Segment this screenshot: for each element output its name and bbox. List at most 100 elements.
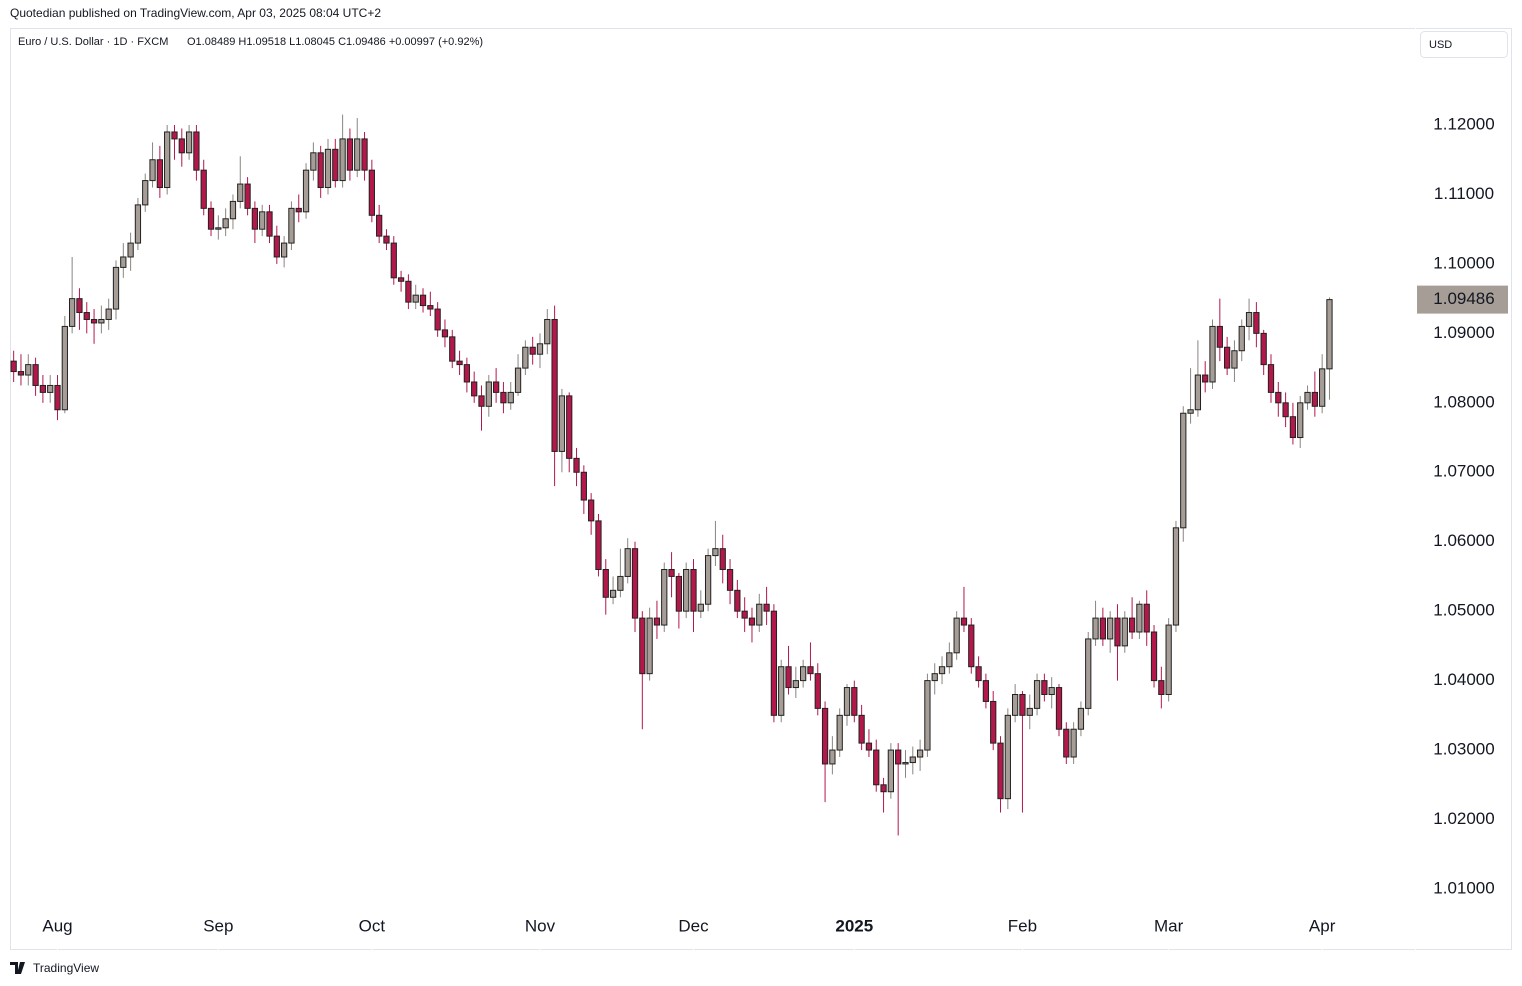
x-tick-label: 2025	[835, 916, 873, 935]
candle-body	[1275, 391, 1282, 404]
candle-body	[1121, 617, 1128, 647]
candle-body	[1128, 617, 1136, 633]
candle-body	[376, 214, 383, 237]
candle-body	[302, 169, 310, 213]
candle-body	[1099, 617, 1106, 640]
candle-body	[829, 749, 836, 765]
candle-body	[909, 756, 916, 764]
candle-body	[580, 471, 587, 501]
y-tick-label: 1.01000	[1433, 878, 1494, 897]
candle-body	[1077, 707, 1085, 730]
currency[interactable]: USD	[1429, 39, 1452, 51]
candle-body	[54, 384, 61, 411]
candle-body	[865, 742, 873, 751]
chart-title: Euro / U.S. Dollar · 1D · FXCM	[18, 36, 168, 48]
candle-body	[83, 312, 90, 320]
candle-body	[1026, 707, 1033, 716]
candle-body	[1216, 325, 1223, 348]
candle-body	[697, 603, 704, 612]
candle-body	[1019, 693, 1026, 716]
candle-body	[112, 266, 120, 310]
candle-body	[690, 568, 697, 612]
candle-body	[661, 568, 668, 626]
y-tick-label: 1.07000	[1433, 462, 1494, 481]
candle-body	[419, 294, 427, 307]
candle-body	[558, 395, 566, 452]
ohlc-legend: O1.08489 H1.09518 L1.08045 C1.09486 +0.0…	[187, 36, 483, 48]
y-tick-label: 1.08000	[1433, 392, 1494, 411]
candle-body	[843, 687, 851, 716]
candle-body	[931, 673, 938, 682]
candle-body	[814, 673, 821, 709]
candle-body	[222, 218, 229, 229]
candle-body	[156, 159, 163, 189]
candle-body	[134, 204, 142, 244]
candle-body	[17, 371, 25, 376]
x-tick-label: Aug	[42, 916, 72, 935]
candle-body	[178, 138, 185, 154]
candle-body	[968, 624, 975, 668]
candle-body	[1209, 325, 1216, 383]
candle-body	[397, 277, 405, 282]
candle-body	[295, 207, 302, 213]
candle-body	[748, 617, 756, 626]
candle-body	[946, 652, 953, 668]
candle-body	[1033, 680, 1041, 709]
candle-body	[1063, 728, 1070, 758]
candle-body	[1092, 617, 1099, 640]
candle-body	[478, 395, 485, 407]
last-price-label: 1.09486	[1433, 289, 1494, 308]
candle-body	[10, 360, 17, 373]
candle-body	[1143, 603, 1150, 633]
candle-body	[529, 346, 536, 355]
candle-body	[609, 589, 617, 598]
candle-body	[997, 742, 1004, 800]
x-tick-label: Oct	[359, 916, 386, 935]
candle-body	[310, 152, 317, 171]
candle-body	[207, 207, 215, 230]
candle-body	[990, 700, 997, 744]
x-tick-label: Apr	[1309, 916, 1336, 935]
candle-body	[1165, 624, 1172, 695]
candle-body	[1194, 374, 1202, 411]
candle-body	[1180, 412, 1187, 529]
candle-body	[1136, 603, 1143, 633]
candle-body	[836, 714, 843, 751]
candle-body	[712, 548, 719, 557]
candle-body	[1202, 374, 1209, 383]
candle-body	[280, 242, 288, 258]
candle-body	[259, 211, 266, 230]
candle-body	[1319, 368, 1326, 407]
candle-body	[1282, 402, 1289, 418]
candle-body	[324, 148, 332, 189]
candle-body	[734, 589, 741, 612]
candle-body	[551, 318, 558, 452]
candle-body	[441, 329, 449, 338]
candle-body	[237, 183, 244, 202]
candle-body	[368, 169, 375, 216]
candle-body	[193, 131, 200, 171]
candle-body	[785, 666, 792, 689]
x-tick-label: Feb	[1008, 916, 1037, 935]
x-tick-label: Mar	[1154, 916, 1184, 935]
y-tick-label: 1.03000	[1433, 740, 1494, 759]
candle-body	[149, 159, 156, 182]
candle-body	[975, 666, 982, 682]
candle-body	[1107, 617, 1114, 640]
candle-body	[383, 235, 390, 244]
currency-box[interactable]	[1420, 31, 1508, 58]
candle-body	[449, 336, 456, 362]
candle-body	[39, 384, 47, 393]
candle-body	[960, 617, 968, 626]
candle-body	[566, 395, 573, 459]
candle-body	[90, 318, 98, 324]
candle-body	[1223, 346, 1231, 369]
candle-body	[485, 381, 492, 407]
candle-body	[1289, 416, 1297, 439]
candle-body	[763, 603, 770, 612]
candle-body	[1158, 680, 1165, 695]
last-price-box	[1417, 285, 1508, 314]
